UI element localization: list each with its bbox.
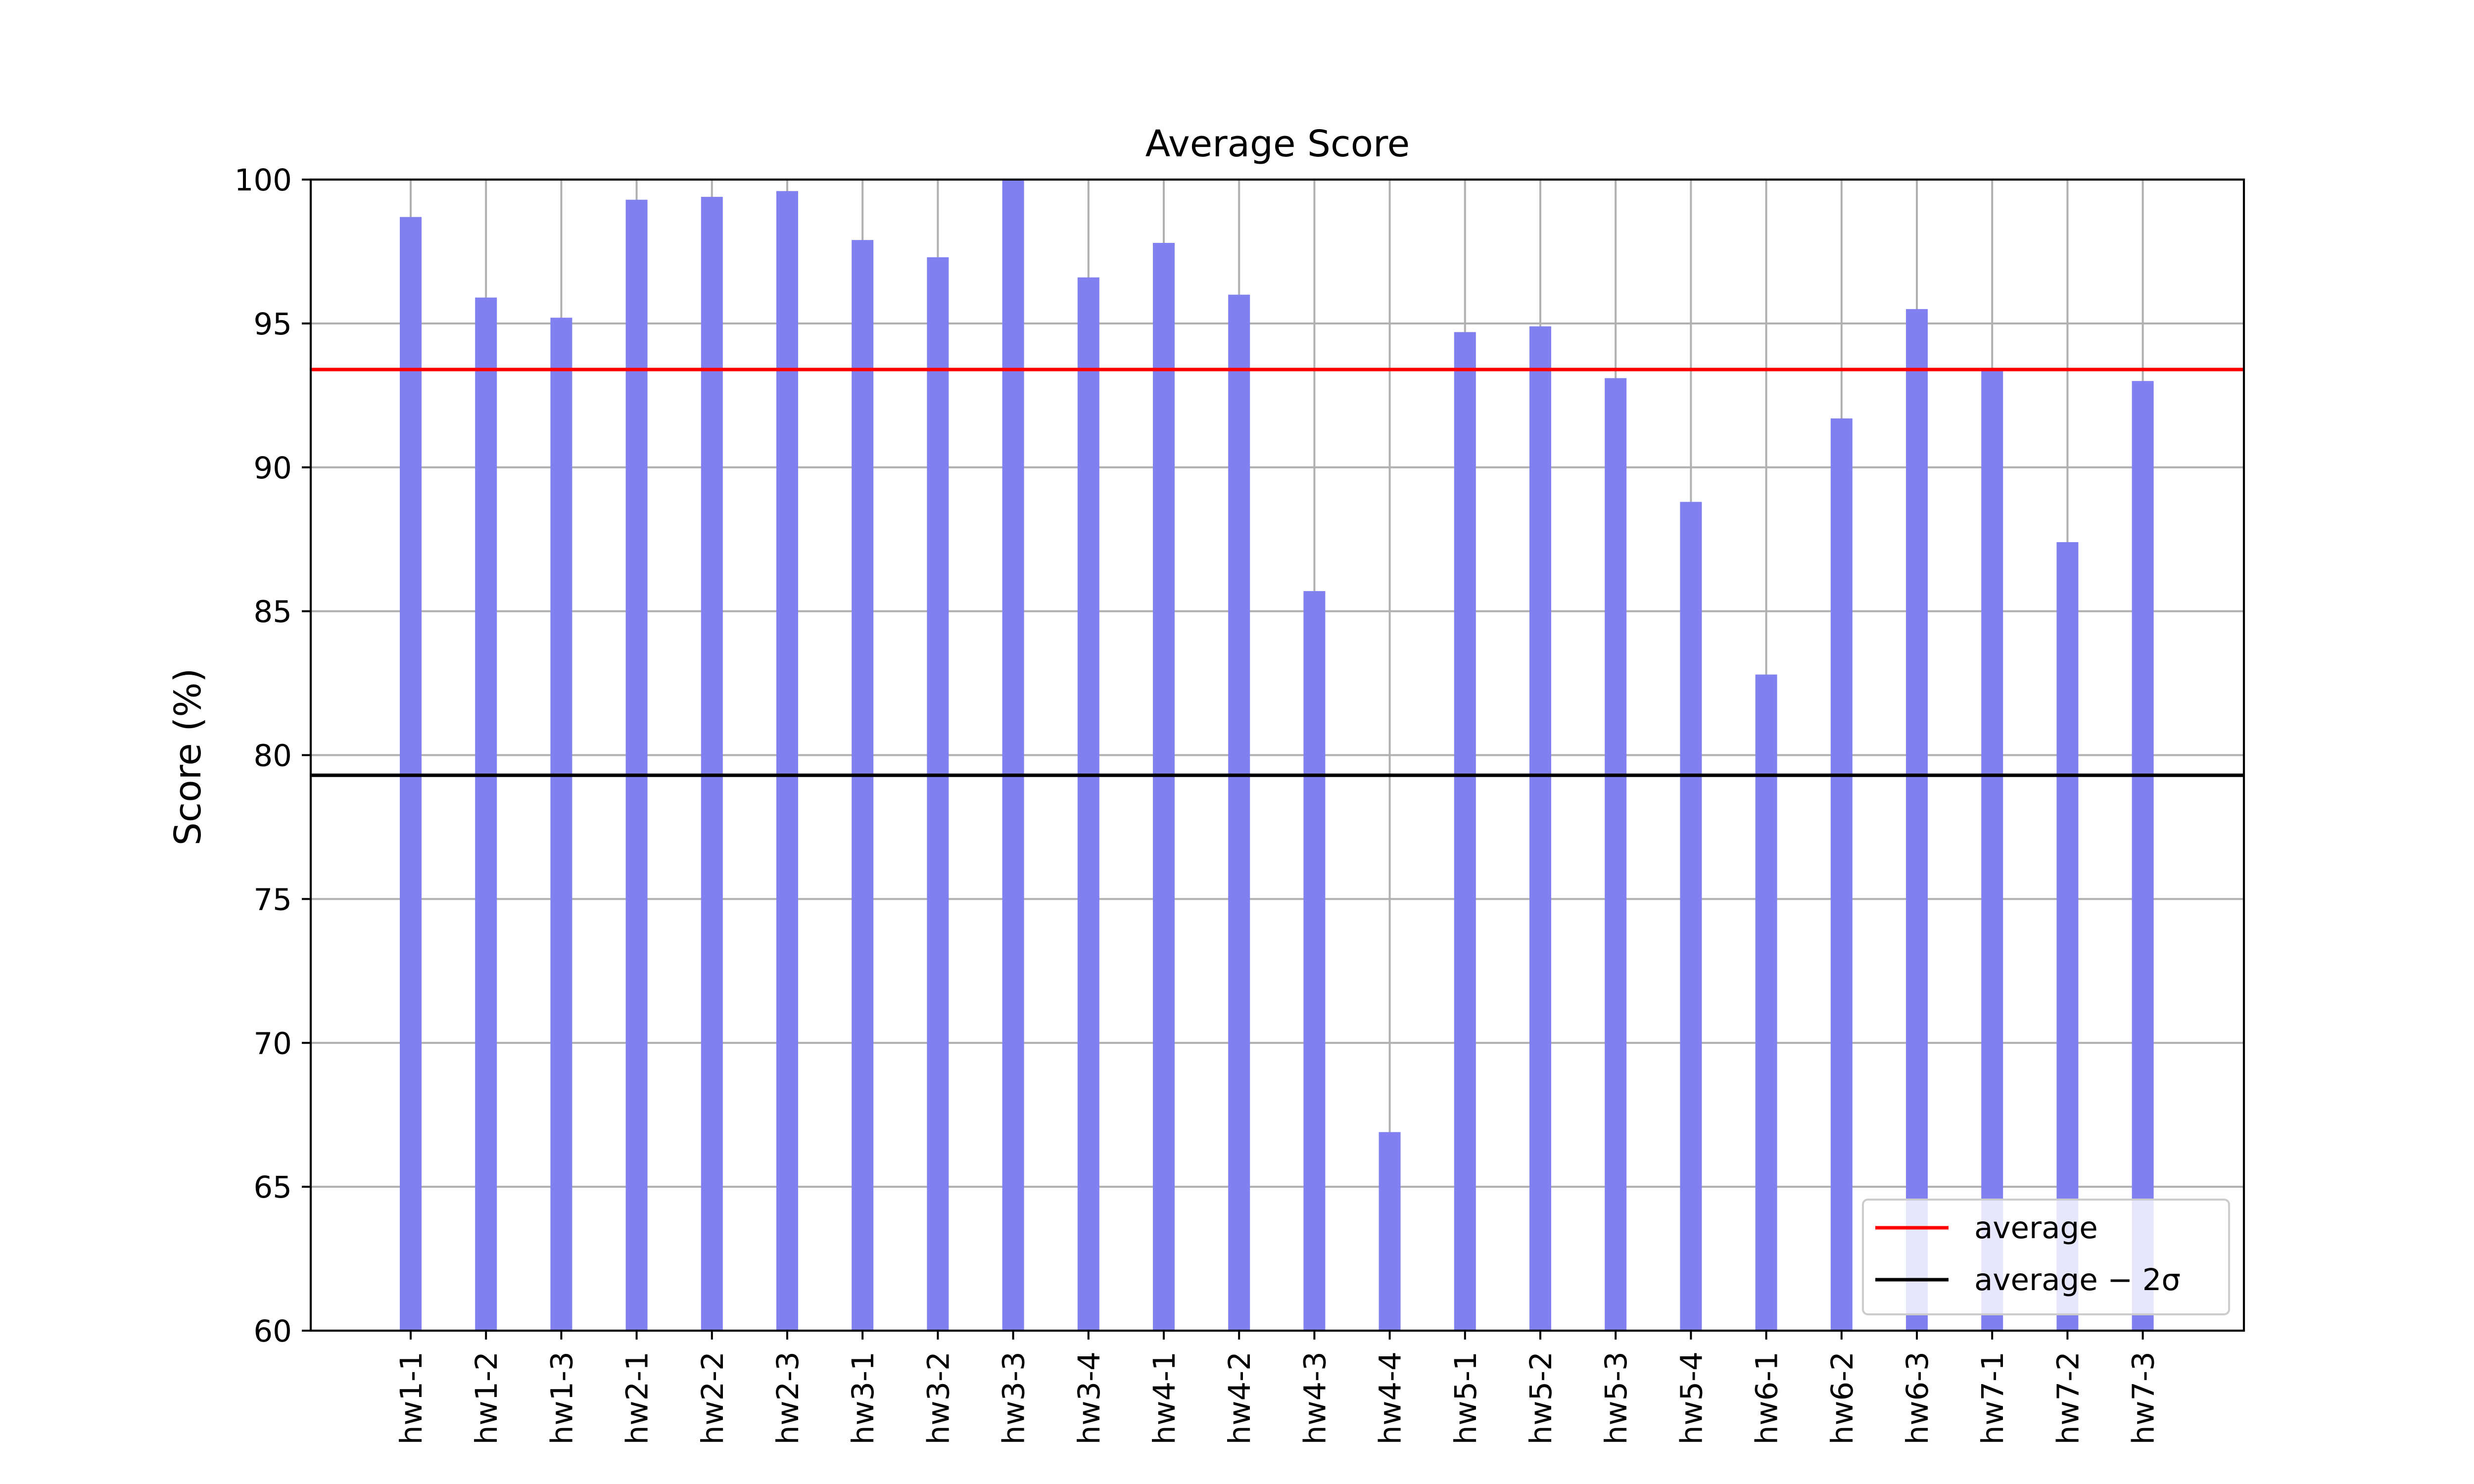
x-tick-label: hw7-3 — [2126, 1351, 2161, 1444]
x-tick-label: hw4-4 — [1373, 1351, 1408, 1444]
y-tick-label: 75 — [253, 882, 292, 917]
x-tick-label: hw5-4 — [1674, 1351, 1709, 1444]
x-tick-label: hw4-2 — [1222, 1351, 1257, 1444]
bar-hw5-2 — [1529, 326, 1551, 1331]
y-tick-label: 60 — [253, 1314, 292, 1349]
x-tick-label: hw7-1 — [1975, 1351, 2010, 1444]
x-tick-label: hw5-3 — [1599, 1351, 1634, 1444]
bar-hw6-2 — [1830, 418, 1853, 1331]
legend-label-average-minus-2sigma: average − 2σ — [1974, 1262, 2181, 1298]
legend: average average − 2σ — [1862, 1199, 2230, 1315]
bar-hw3-4 — [1077, 277, 1099, 1331]
x-tick-label: hw6-3 — [1900, 1351, 1935, 1444]
bar-hw7-1 — [1981, 369, 2003, 1331]
bar-hw7-3 — [2132, 381, 2154, 1331]
x-tick-label: hw7-2 — [2050, 1351, 2086, 1444]
bar-hw3-1 — [852, 240, 874, 1331]
y-tick-label: 85 — [253, 595, 292, 630]
legend-box — [1862, 1199, 2230, 1315]
bar-hw1-3 — [550, 318, 572, 1331]
x-tick-label: hw2-3 — [770, 1351, 806, 1444]
reference-lines — [311, 368, 2244, 777]
y-tick-label: 100 — [235, 163, 292, 198]
y-axis: 60 65 70 75 80 85 90 95 100 — [235, 163, 311, 1349]
bar-hw5-3 — [1605, 378, 1627, 1331]
y-tick-label: 65 — [253, 1170, 292, 1205]
grid-lines — [311, 179, 2244, 1332]
bar-hw3-2 — [927, 257, 949, 1331]
x-tick-label: hw3-1 — [846, 1351, 881, 1444]
y-axis-label: Score (%) — [167, 668, 209, 846]
x-tick-label: hw1-1 — [394, 1351, 429, 1444]
bar-hw6-3 — [1906, 309, 1928, 1331]
x-tick-label: hw4-3 — [1297, 1351, 1332, 1444]
bar-hw3-3 — [1002, 180, 1024, 1331]
bar-hw2-3 — [776, 191, 798, 1331]
bar-hw5-1 — [1454, 332, 1476, 1331]
bar-hw5-4 — [1680, 502, 1702, 1331]
x-tick-label: hw3-4 — [1072, 1351, 1107, 1444]
bars — [400, 180, 2154, 1331]
bar-hw4-4 — [1379, 1132, 1401, 1331]
bar-hw2-1 — [625, 199, 648, 1331]
chart-title: Average Score — [1145, 123, 1410, 165]
x-tick-label: hw6-1 — [1750, 1351, 1785, 1444]
x-tick-label: hw5-2 — [1523, 1351, 1559, 1444]
x-tick-label: hw3-3 — [997, 1351, 1032, 1444]
x-tick-label: hw2-1 — [620, 1351, 655, 1444]
x-tick-label: hw2-2 — [695, 1351, 730, 1444]
y-tick-label: 70 — [253, 1026, 292, 1061]
legend-label-average: average — [1974, 1210, 2098, 1246]
x-tick-label: hw5-1 — [1448, 1351, 1483, 1444]
x-tick-label: hw1-3 — [544, 1351, 579, 1444]
y-tick-label: 90 — [253, 451, 292, 486]
bar-hw2-2 — [701, 196, 723, 1331]
x-tick-label: hw6-2 — [1825, 1351, 1860, 1444]
x-axis: hw1-1 hw1-2 hw1-3 hw2-1 hw2-2 hw2-3 hw3-1 hw3-2… — [394, 1331, 2161, 1444]
bar-hw1-2 — [475, 297, 497, 1331]
y-tick-label: 95 — [253, 307, 292, 342]
x-tick-label: hw4-1 — [1147, 1351, 1182, 1444]
bar-hw4-1 — [1153, 242, 1175, 1331]
x-tick-label: hw1-2 — [469, 1351, 504, 1444]
bar-hw4-3 — [1303, 591, 1326, 1331]
y-tick-label: 80 — [253, 739, 292, 774]
bar-hw6-1 — [1755, 674, 1777, 1331]
x-tick-label: hw3-2 — [921, 1351, 956, 1444]
bar-hw4-2 — [1228, 294, 1250, 1331]
